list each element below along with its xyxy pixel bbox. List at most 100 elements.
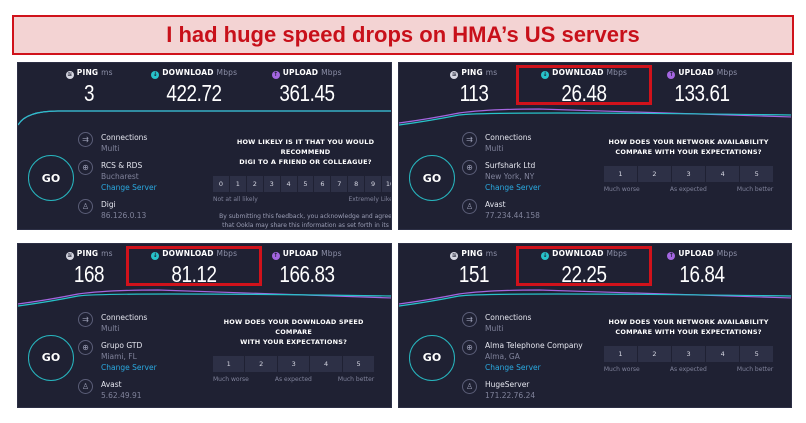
ping-icon: ≋ xyxy=(450,71,459,79)
rating-option[interactable]: 4 xyxy=(706,345,740,362)
server-isp: Alma Telephone Company xyxy=(485,340,583,350)
ping-icon: ≋ xyxy=(65,252,74,260)
rating-option[interactable]: 3 xyxy=(277,355,310,372)
change-server-link[interactable]: Change Server xyxy=(101,362,157,372)
rating-option[interactable]: 4 xyxy=(280,175,297,192)
change-server-link[interactable]: Change Server xyxy=(101,182,157,192)
globe-icon: ⊕ xyxy=(78,339,93,355)
download-stat: ↓ DOWNLOAD Mbps 422.72 xyxy=(139,68,249,107)
download-label: DOWNLOAD xyxy=(162,249,214,258)
upload-icon: ↑ xyxy=(667,71,676,79)
rating-option[interactable]: 5 xyxy=(740,345,774,362)
upload-stat: ↑ UPLOAD Mbps 133.61 xyxy=(647,68,757,107)
rating-option[interactable]: 2 xyxy=(245,355,277,372)
rating-option[interactable]: 3 xyxy=(672,345,706,362)
rating-option[interactable]: 2 xyxy=(637,165,672,182)
server-info: ⇉ Connections Multi ⊕ Surfshark Ltd New York… xyxy=(462,131,541,227)
download-stat: ↓ DOWNLOAD Mbps 26.48 xyxy=(529,68,639,107)
scale-mid-label: As expected xyxy=(669,185,707,193)
server-isp: Surfshark Ltd xyxy=(485,160,536,170)
rating-option[interactable]: 5 xyxy=(342,355,375,372)
rating-scale: 012345678910 xyxy=(213,175,391,192)
go-button[interactable]: GO xyxy=(409,155,455,202)
rating-option[interactable]: 2 xyxy=(637,345,672,362)
server-isp: Grupo GTD xyxy=(101,340,143,350)
upload-value: 16.84 xyxy=(679,261,726,287)
upload-value: 166.83 xyxy=(279,261,335,287)
download-label: DOWNLOAD xyxy=(552,68,604,77)
download-label: DOWNLOAD xyxy=(162,68,214,77)
download-highlight-box xyxy=(516,246,653,286)
download-value: 22.25 xyxy=(561,261,608,287)
ping-value: 168 xyxy=(74,261,105,287)
change-server-link[interactable]: Change Server xyxy=(485,362,541,372)
ping-icon: ≋ xyxy=(65,71,74,79)
go-button[interactable]: GO xyxy=(28,334,74,381)
scale-low-label: Much worse xyxy=(603,365,640,373)
survey-question-line2: WITH YOUR EXPECTATIONS? xyxy=(240,337,348,346)
change-server-link[interactable]: Change Server xyxy=(485,182,541,192)
upload-label: UPLOAD xyxy=(678,68,714,77)
client-ip: 77.234.44.158 xyxy=(485,210,540,220)
download-unit: Mbps xyxy=(216,249,238,258)
rating-option[interactable]: 1 xyxy=(229,175,246,192)
upload-icon: ↑ xyxy=(271,252,280,260)
client-provider: Avast xyxy=(485,199,506,209)
rating-option[interactable]: 3 xyxy=(263,175,280,192)
speed-graph xyxy=(18,110,391,126)
rating-option[interactable]: 5 xyxy=(297,175,314,192)
server-location: Alma, GA xyxy=(485,351,520,361)
upload-unit: Mbps xyxy=(321,249,342,258)
download-icon: ↓ xyxy=(541,71,550,79)
feedback-survey: HOW DOES YOUR NETWORK AVAILABILITY COMPA… xyxy=(603,137,774,193)
scale-high-label: Extremely Likely xyxy=(348,195,391,203)
user-icon: ♙ xyxy=(78,378,93,394)
client-provider: Digi xyxy=(101,199,116,209)
connections-label: Connections xyxy=(485,312,532,322)
go-label: GO xyxy=(422,171,442,185)
globe-icon: ⊕ xyxy=(462,339,478,355)
upload-stat: ↑ UPLOAD Mbps 361.45 xyxy=(252,68,362,107)
ping-label: PING xyxy=(76,68,99,77)
upload-unit: Mbps xyxy=(716,249,738,258)
rating-option[interactable]: 8 xyxy=(348,175,365,192)
survey-question-line2: COMPARE WITH YOUR EXPECTATIONS? xyxy=(615,327,762,336)
rating-option[interactable]: 0 xyxy=(213,175,229,192)
go-button[interactable]: GO xyxy=(409,334,455,381)
headline-text: I had huge speed drops on HMA’s US serve… xyxy=(166,22,640,47)
client-ip: 5.62.49.91 xyxy=(101,390,142,400)
download-unit: Mbps xyxy=(216,68,238,77)
user-icon: ♙ xyxy=(462,198,478,214)
feedback-survey: HOW DOES YOUR DOWNLOAD SPEED COMPARE WIT… xyxy=(213,317,375,383)
survey-question-line2: DIGI TO A FRIEND OR COLLEAGUE? xyxy=(239,157,372,166)
rating-option[interactable]: 10 xyxy=(382,175,391,192)
download-icon: ↓ xyxy=(151,71,160,79)
server-location: Bucharest xyxy=(101,171,139,181)
scale-high-label: Much better xyxy=(736,185,774,193)
rating-option[interactable]: 9 xyxy=(365,175,382,192)
survey-question-line2: COMPARE WITH YOUR EXPECTATIONS? xyxy=(615,147,762,156)
speed-graph xyxy=(399,289,791,307)
rating-option[interactable]: 3 xyxy=(672,165,706,182)
rating-option[interactable]: 1 xyxy=(603,345,637,362)
rating-option[interactable]: 5 xyxy=(740,165,774,182)
download-value: 422.72 xyxy=(166,80,223,106)
rating-option[interactable]: 6 xyxy=(314,175,331,192)
go-button[interactable]: GO xyxy=(28,155,74,202)
rating-option[interactable]: 4 xyxy=(310,355,342,372)
rating-option[interactable]: 1 xyxy=(213,355,245,372)
rating-option[interactable]: 7 xyxy=(331,175,348,192)
rating-option[interactable]: 4 xyxy=(706,165,740,182)
go-label: GO xyxy=(41,351,61,365)
rating-option[interactable]: 2 xyxy=(246,175,263,192)
ping-stat: ≋ PING ms 3 xyxy=(34,68,144,107)
download-icon: ↓ xyxy=(151,252,160,260)
user-icon: ♙ xyxy=(78,198,93,214)
rating-option[interactable]: 1 xyxy=(603,165,637,182)
survey-question-line1: HOW DOES YOUR NETWORK AVAILABILITY xyxy=(608,137,769,146)
speedtest-result-panel: ≋ PING ms 3 ↓ DOWNLOAD Mbps 422.72 ↑ UPLOAD… xyxy=(17,62,392,230)
feedback-survey: HOW DOES YOUR NETWORK AVAILABILITY COMPA… xyxy=(603,317,774,373)
